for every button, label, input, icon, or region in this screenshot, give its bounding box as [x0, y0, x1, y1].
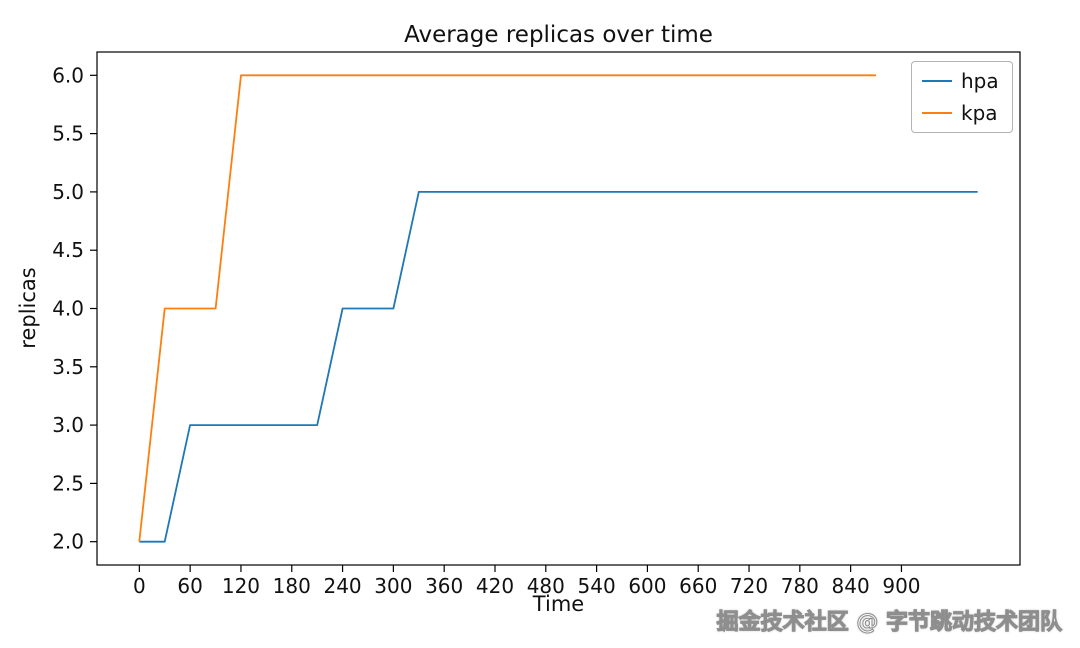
x-tick-label: 660: [679, 574, 717, 598]
y-axis-label: replicas: [16, 267, 40, 349]
y-tick-label: 2.5: [52, 471, 84, 495]
chart-title: Average replicas over time: [404, 22, 713, 48]
x-tick-label: 840: [832, 574, 870, 598]
y-tick-label: 4.5: [52, 238, 84, 262]
x-tick-label: 240: [323, 574, 361, 598]
x-tick-label: 300: [374, 574, 412, 598]
x-tick-label: 780: [781, 574, 819, 598]
y-tick-label: 2.0: [52, 530, 84, 554]
y-tick-label: 4.0: [52, 297, 84, 321]
x-tick-label: 480: [527, 574, 565, 598]
x-tick-label: 900: [882, 574, 920, 598]
legend-label-hpa: hpa: [961, 69, 999, 93]
y-tick-label: 3.5: [52, 355, 84, 379]
legend-line-swatch-kpa: [922, 112, 952, 114]
x-tick-label: 600: [628, 574, 666, 598]
legend-entry-kpa: kpa: [922, 102, 1002, 124]
y-tick-label: 6.0: [52, 63, 84, 87]
watermark-text: 掘金技术社区 @ 字节跳动技术团队: [716, 610, 1062, 636]
x-tick-label: 720: [730, 574, 768, 598]
y-tick-label: 5.5: [52, 122, 84, 146]
x-tick-label: 120: [222, 574, 260, 598]
y-tick-label: 5.0: [52, 180, 84, 204]
legend-label-kpa: kpa: [961, 101, 998, 125]
series-line-hpa: [139, 190, 978, 543]
x-tick-label: 0: [133, 574, 146, 598]
legend-line-swatch-hpa: [922, 80, 952, 82]
x-tick-label: 540: [578, 574, 616, 598]
x-tick-label: 60: [177, 574, 202, 598]
legend-entry-hpa: hpa: [922, 70, 1002, 92]
x-tick-label: 180: [273, 574, 311, 598]
x-axis-label: Time: [532, 592, 585, 616]
legend: hpa kpa: [911, 61, 1013, 133]
y-tick-label: 3.0: [52, 413, 84, 437]
x-tick-label: 420: [476, 574, 514, 598]
x-tick-label: 360: [425, 574, 463, 598]
series-line-kpa: [138, 74, 876, 542]
